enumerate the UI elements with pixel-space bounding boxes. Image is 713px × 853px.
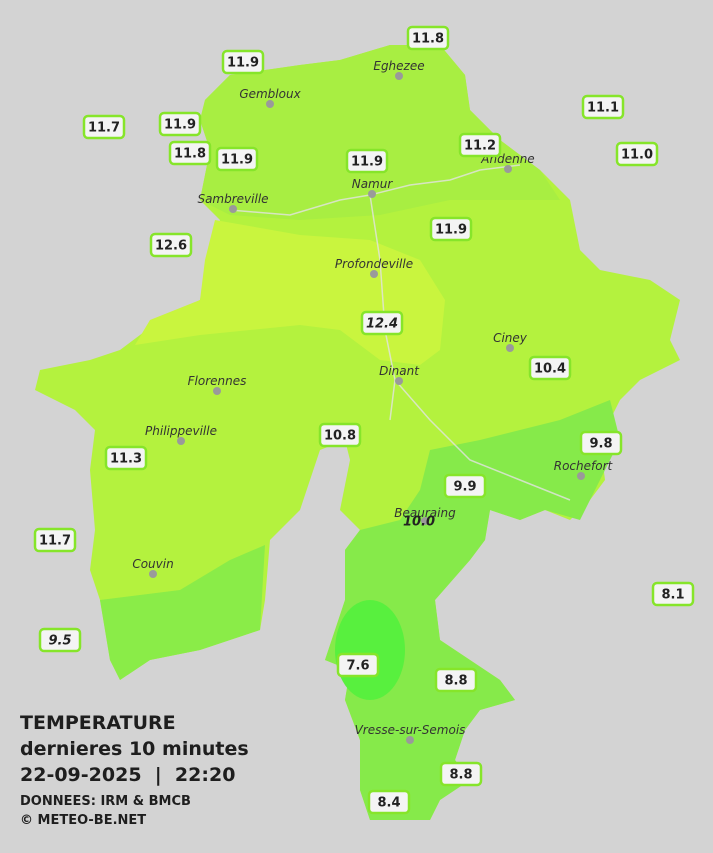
city-name: Dinant	[379, 364, 420, 378]
reading: 10.0	[403, 515, 435, 530]
city-dot	[213, 387, 221, 395]
reading-box	[615, 141, 659, 167]
city-name: Couvin	[132, 557, 173, 571]
city-dot	[266, 100, 274, 108]
reading-box	[168, 140, 212, 166]
city-name: Eghezee	[373, 59, 424, 73]
city-dot	[370, 270, 378, 278]
reading: 8.1	[661, 588, 684, 603]
reading: 9.5	[48, 634, 71, 649]
reading: 11.9	[227, 56, 259, 71]
reading-box	[429, 216, 473, 242]
reading-box	[158, 111, 202, 137]
reading: 11.8	[174, 147, 206, 162]
city-dot	[395, 377, 403, 385]
reading-box	[336, 652, 380, 678]
reading: 11.9	[435, 223, 467, 238]
reading: 11.9	[164, 118, 196, 133]
city-dot	[406, 736, 414, 744]
southwest-zone	[100, 545, 265, 680]
reading-box	[360, 310, 404, 336]
reading: 11.7	[88, 121, 120, 136]
city-name: Vresse-sur-Semois	[355, 723, 466, 737]
legend-copyright: © METEO-BE.NET	[20, 813, 146, 828]
city-dot	[395, 72, 403, 80]
reading: 11.7	[39, 534, 71, 549]
reading-box	[443, 473, 487, 499]
legend-datetime: 22-09-2025 | 22:20	[20, 764, 235, 786]
city-name: Beauraing	[394, 506, 456, 520]
reading-box	[104, 445, 148, 471]
city-name: Rochefort	[554, 459, 614, 473]
reading-box	[367, 789, 411, 815]
city-name: Ciney	[493, 331, 528, 345]
legend-title: TEMPERATURE	[20, 712, 176, 734]
reading-box	[38, 627, 82, 653]
reading-box	[149, 232, 193, 258]
reading-box	[581, 94, 625, 120]
reading-box	[215, 146, 259, 172]
reading: 8.4	[377, 796, 400, 811]
city-name: Philippeville	[145, 424, 217, 438]
cold-zone	[335, 600, 405, 700]
reading: 10.4	[534, 362, 566, 377]
reading: 11.3	[110, 452, 142, 467]
city-dot	[577, 472, 585, 480]
city-name: Gembloux	[239, 87, 301, 101]
reading: 11.9	[221, 153, 253, 168]
reading-box	[82, 114, 126, 140]
reading-box	[434, 667, 478, 693]
reading-box	[33, 527, 77, 553]
north-zone	[200, 45, 560, 220]
reading: 7.6	[346, 659, 369, 674]
reading: 10.8	[324, 429, 356, 444]
reading: 11.9	[351, 155, 383, 170]
city-name: Florennes	[188, 374, 247, 388]
reading-box	[579, 430, 623, 456]
city-dot	[229, 205, 237, 213]
reading-box	[345, 148, 389, 174]
city-dot	[421, 517, 429, 525]
reading-box	[528, 355, 572, 381]
city-dot	[177, 437, 185, 445]
southeast-zone	[325, 400, 620, 820]
reading: 12.4	[366, 317, 398, 332]
reading-box	[406, 25, 450, 51]
city-dot	[504, 165, 512, 173]
reading: 12.6	[155, 239, 187, 254]
reading-box	[651, 581, 695, 607]
city-dot	[149, 570, 157, 578]
reading: 9.8	[589, 437, 612, 452]
city-name: Sambreville	[197, 192, 268, 206]
city-dot	[506, 344, 514, 352]
reading: 11.0	[621, 148, 653, 163]
reading: 11.1	[587, 101, 619, 116]
city-dot	[368, 190, 376, 198]
city-name: Namur	[352, 177, 394, 191]
reading-box	[221, 49, 265, 75]
reading-box	[318, 422, 362, 448]
legend-source: DONNEES: IRM & BMCB	[20, 794, 191, 809]
reading-box	[458, 132, 502, 158]
legend-subtitle: dernieres 10 minutes	[20, 738, 249, 760]
reading: 11.8	[412, 32, 444, 47]
reading: 8.8	[449, 768, 472, 783]
city-name: Profondeville	[335, 257, 413, 271]
reading: 9.9	[453, 480, 476, 495]
reading: 8.8	[444, 674, 467, 689]
reading: 11.2	[464, 139, 496, 154]
reading-box	[439, 761, 483, 787]
